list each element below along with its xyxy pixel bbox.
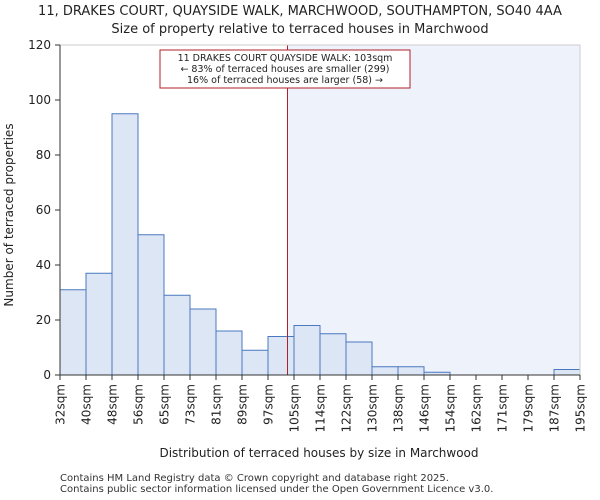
x-tick-label: 65sqm	[158, 384, 172, 425]
bar-114sqm	[319, 333, 347, 376]
y-tick-label: 0	[43, 368, 51, 382]
y-tick-label: 20	[36, 313, 51, 327]
bar-187sqm	[553, 369, 581, 376]
chart: 11, DRAKES COURT, QUAYSIDE WALK, MARCHWO…	[2, 4, 588, 460]
x-tick-label: 179sqm	[522, 384, 536, 432]
chart-title: 11, DRAKES COURT, QUAYSIDE WALK, MARCHWO…	[38, 4, 562, 19]
footer-line-1: Contains HM Land Registry data © Crown c…	[60, 473, 449, 484]
bar-105sqm	[293, 325, 321, 376]
y-tick-label: 40	[36, 258, 51, 272]
x-tick-label: 122sqm	[340, 384, 354, 432]
x-tick-label: 105sqm	[288, 384, 302, 432]
bar-56sqm	[137, 234, 165, 376]
bar-32sqm	[59, 289, 87, 376]
y-tick-label: 120	[28, 38, 51, 52]
x-axis-label: Distribution of terraced houses by size …	[159, 446, 478, 460]
bar-97sqm	[267, 336, 295, 376]
bar-48sqm	[111, 113, 139, 376]
x-tick-label: 146sqm	[418, 384, 432, 432]
x-tick-label: 97sqm	[262, 384, 276, 425]
annotation-line1: 11 DRAKES COURT QUAYSIDE WALK: 103sqm	[178, 53, 393, 64]
x-tick-label: 171sqm	[496, 384, 510, 432]
x-tick-label: 89sqm	[236, 384, 250, 425]
annotation-line3: 16% of terraced houses are larger (58) →	[187, 75, 383, 86]
bar-40sqm	[85, 272, 113, 376]
annotation-box: 11 DRAKES COURT QUAYSIDE WALK: 103sqm ← …	[159, 49, 411, 89]
x-tick-label: 56sqm	[132, 384, 146, 425]
bars	[59, 113, 581, 376]
x-tick-label: 48sqm	[106, 384, 120, 425]
x-tick-label: 162sqm	[470, 384, 484, 432]
y-tick-label: 60	[36, 203, 51, 217]
x-tick-label: 73sqm	[184, 384, 198, 425]
x-axis: 32sqm 40sqm 48sqm 56sqm 65sqm 73sqm 81sqm 89sqm…	[54, 374, 588, 432]
x-tick-label: 187sqm	[548, 384, 562, 432]
bar-89sqm	[241, 349, 269, 376]
bar-130sqm	[371, 366, 399, 376]
x-tick-label: 154sqm	[444, 384, 458, 432]
bar-81sqm	[215, 330, 243, 376]
x-tick-label: 40sqm	[80, 384, 94, 425]
bar-73sqm	[189, 308, 217, 376]
x-tick-label: 114sqm	[314, 384, 328, 432]
y-tick-label: 100	[28, 93, 51, 107]
x-tick-label: 32sqm	[54, 384, 68, 425]
x-tick-label: 130sqm	[366, 384, 380, 432]
x-tick-label: 195sqm	[574, 384, 588, 432]
y-axis-label: Number of terraced properties	[2, 123, 16, 306]
x-tick-label: 138sqm	[392, 384, 406, 432]
x-tick-label: 81sqm	[210, 384, 224, 425]
bar-65sqm	[163, 294, 191, 376]
chart-subtitle: Size of property relative to terraced ho…	[111, 22, 488, 37]
larger-region-shade	[287, 45, 580, 375]
y-axis: 0 20 40 60 80 100 120	[28, 38, 61, 382]
annotation-border	[159, 49, 411, 89]
annotation-line2: ← 83% of terraced houses are smaller (29…	[180, 64, 389, 75]
plot-area	[59, 44, 581, 376]
bar-138sqm	[397, 366, 425, 376]
bar-122sqm	[345, 341, 373, 376]
footer-line-2: Contains public sector information licen…	[60, 484, 494, 495]
y-tick-label: 80	[36, 148, 51, 162]
